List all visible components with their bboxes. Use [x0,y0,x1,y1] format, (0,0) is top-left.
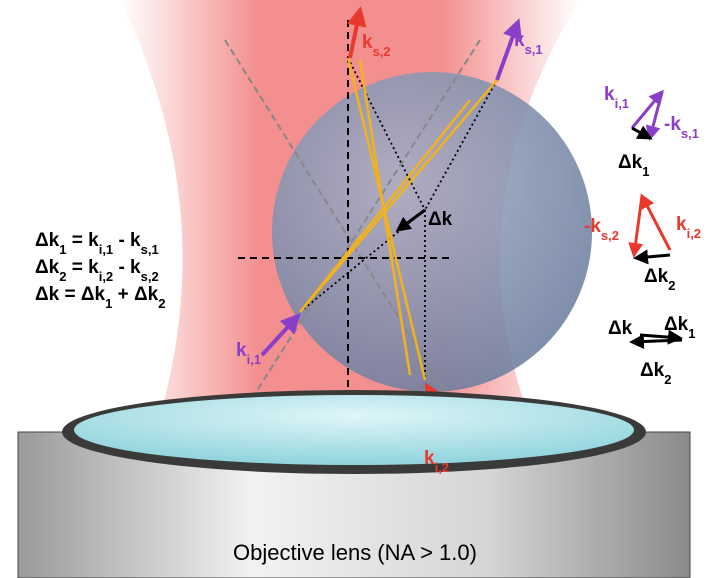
label-text: Δk = Δk [35,284,106,305]
label-subscript: 1 [642,164,649,179]
label-text: k [604,84,615,105]
vector-label: ks,2 [362,32,391,59]
label-text: Δk [428,209,453,230]
label-text: Δk [644,266,669,287]
label-text: Δk [664,314,689,335]
particle-sphere [272,72,592,392]
vector-label: -ks,1 [664,114,699,141]
scattering-paths [299,57,498,381]
vector-label: Δk [608,318,633,339]
label-text: - k [113,257,141,278]
vector-label: Δk1 [664,314,695,341]
label-text: -k [584,216,601,237]
vector-label: ki,2 [676,214,701,241]
label-subscript: i,2 [687,226,701,241]
label-subscript: s,2 [373,44,391,59]
label-text: - k [113,230,141,251]
vector-label: Δk1 [618,152,649,179]
label-subscript: s,2 [601,228,619,243]
label-subscript: i,1 [247,352,261,367]
equation: Δk1 = ki,1 - ks,1 [35,230,159,257]
label-subscript: 2 [158,296,165,311]
label-text: Δk [35,230,60,251]
vector-triangles [628,89,683,350]
label-subscript: 1 [105,296,112,311]
vector-label: ki,1 [604,84,629,111]
label-text: Δk [35,257,60,278]
vector-label: Δk2 [644,266,675,293]
label-text: Δk [608,318,633,339]
equation: Δk2 = ki,2 - ks,2 [35,257,159,284]
label-subscript: 1 [688,326,695,341]
lens-label: Objective lens (NA > 1.0) [233,540,477,565]
label-subscript: i,1 [615,96,629,111]
label-text: -k [664,114,681,135]
label-text: k [424,448,435,469]
label-text: k [676,214,687,235]
label-subscript: s,1 [141,242,159,257]
label-subscript: 1 [59,242,66,257]
label-text: + Δk [112,284,158,305]
label-text: k [236,340,247,361]
label-subscript: s,1 [681,126,699,141]
label-subscript: 2 [664,372,671,387]
label-text: Δk [640,360,665,381]
vector-label: -ks,2 [584,216,619,243]
label-subscript: s,2 [141,269,159,284]
label-text: = k [66,257,99,278]
equation: Δk = Δk1 + Δk2 [35,284,165,311]
vector-label: Δk2 [640,360,671,387]
label-text: = k [66,230,99,251]
dotted-lines [299,57,498,380]
vector-label: ks,1 [514,30,543,57]
label-subscript: 2 [668,278,675,293]
label-subscript: s,1 [525,42,543,57]
vector-label: ki,1 [236,340,261,367]
label-subscript: i,2 [99,269,113,284]
immersion-medium [74,395,634,465]
vector-label: ki,2 [424,448,449,475]
label-subscript: i,2 [435,460,449,475]
label-subscript: 2 [59,269,66,284]
label-text: Δk [618,152,643,173]
label-text: k [514,30,525,51]
label-text: k [362,32,373,53]
label-subscript: i,1 [99,242,113,257]
vector-label: Δk [428,209,453,230]
